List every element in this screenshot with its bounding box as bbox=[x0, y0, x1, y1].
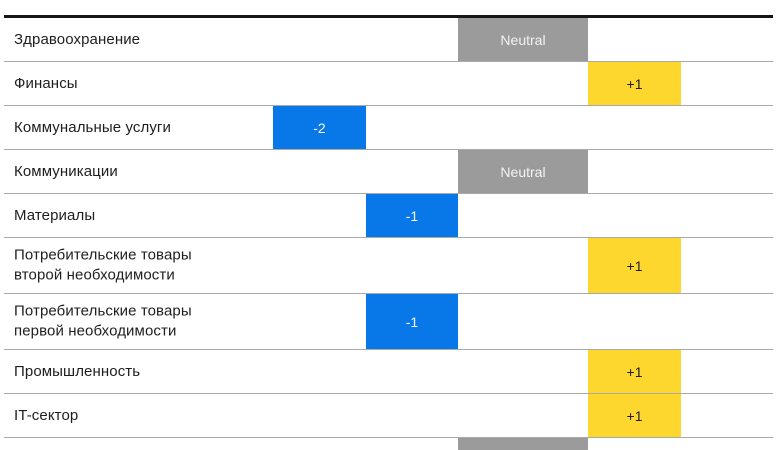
rating-box-neutral: Neutral bbox=[458, 150, 588, 193]
sector-label: Финансы bbox=[14, 74, 78, 92]
rating-box-m1: -1 bbox=[366, 194, 458, 237]
sector-label: Потребительские товары первой необходимо… bbox=[14, 302, 192, 340]
ratings-table: Здравоохранение Neutral Финансы +1 Коммуналь… bbox=[0, 18, 783, 450]
sector-label: Здравоохранение bbox=[14, 30, 141, 48]
rating-box-p1: +1 bbox=[588, 350, 681, 393]
rating-box-neutral bbox=[458, 438, 588, 450]
sector-label: Коммуникации bbox=[14, 162, 118, 180]
table-row: Потребительские товары второй необходимо… bbox=[4, 238, 773, 294]
table-row bbox=[4, 438, 773, 450]
table-row: Промышленность +1 bbox=[4, 350, 773, 394]
rating-box-p1: +1 bbox=[588, 238, 681, 293]
rating-box-m2: -2 bbox=[273, 106, 366, 149]
table-row: Финансы +1 bbox=[4, 62, 773, 106]
sector-label: Промышленность bbox=[14, 362, 141, 380]
sector-label: IT-сектор bbox=[14, 406, 79, 424]
table-row: Коммуникации Neutral bbox=[4, 150, 773, 194]
rating-box-p1: +1 bbox=[588, 394, 681, 437]
rating-box-m1: -1 bbox=[366, 294, 458, 349]
top-rule bbox=[4, 15, 773, 18]
table-row: IT-сектор +1 bbox=[4, 394, 773, 438]
sector-label: Материалы bbox=[14, 206, 96, 224]
table-row: Потребительские товары первой необходимо… bbox=[4, 294, 773, 350]
rating-box-neutral: Neutral bbox=[458, 18, 588, 61]
sector-label: Потребительские товары второй необходимо… bbox=[14, 246, 192, 284]
sector-label: Коммунальные услуги bbox=[14, 118, 171, 136]
table-row: Материалы -1 bbox=[4, 194, 773, 238]
rating-box-p1: +1 bbox=[588, 62, 681, 105]
table-row: Здравоохранение Neutral bbox=[4, 18, 773, 62]
table-row: Коммунальные услуги -2 bbox=[4, 106, 773, 150]
